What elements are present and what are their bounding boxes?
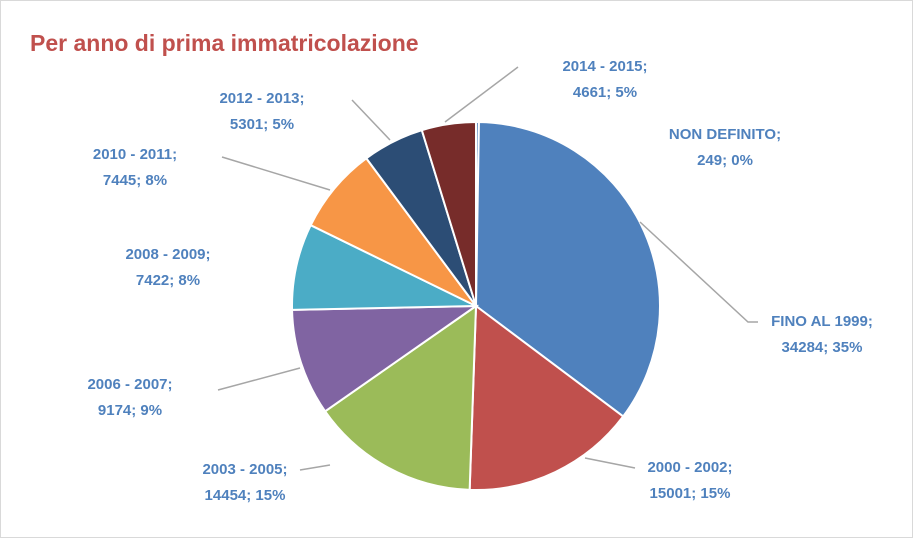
slice-label: 2010 - 2011; (93, 146, 177, 163)
leader-line (299, 464, 331, 471)
slice-label: 2014 - 2015; (562, 58, 647, 75)
slice-value-label: 7422; 8% (136, 272, 200, 289)
slice-label: NON DEFINITO; (669, 126, 781, 143)
slice-value-label: 4661; 5% (573, 84, 637, 101)
pie-slice (291, 304, 480, 413)
slice-value-label: 249; 0% (697, 152, 753, 169)
slice-label: 2006 - 2007; (87, 376, 172, 393)
chart-title: Per anno di prima immatricolazione (30, 30, 419, 56)
slice-label: 2012 - 2013; (219, 90, 304, 107)
slice-value-label: 9174; 9% (98, 402, 162, 419)
slice-value-label: 14454; 15% (205, 487, 286, 504)
leader-line (221, 156, 331, 191)
slice-value-label: 15001; 15% (650, 485, 731, 502)
slice-label: 2003 - 2005; (202, 461, 287, 478)
slice-value-label: 34284; 35% (782, 339, 863, 356)
leader-line (444, 66, 519, 123)
pie-slice (323, 304, 478, 491)
leader-line (217, 367, 301, 391)
leader-line (351, 99, 391, 141)
pie-slice (420, 120, 477, 307)
slice-value-label: 5301; 5% (230, 116, 294, 133)
slice-value-label: 7445; 8% (103, 172, 167, 189)
leader-line (584, 457, 636, 469)
pie-slice (474, 121, 661, 418)
pie-slice (468, 304, 625, 491)
slice-label: FINO AL 1999; (771, 313, 873, 330)
slice-label: 2000 - 2002; (647, 459, 732, 476)
slice-label: 2008 - 2009; (125, 246, 210, 263)
leader-line (639, 221, 758, 323)
